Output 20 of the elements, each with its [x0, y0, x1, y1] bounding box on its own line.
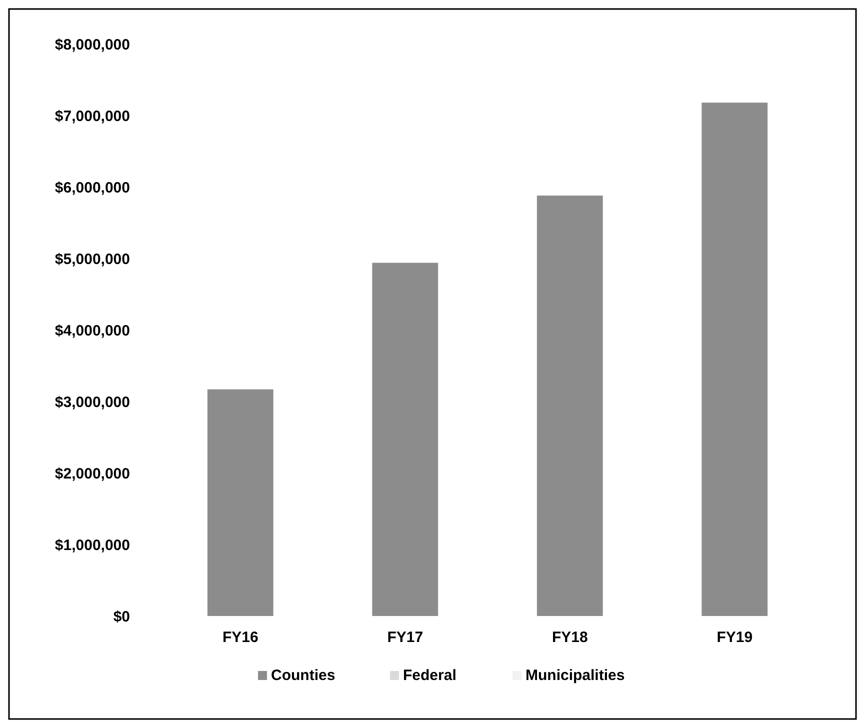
y-tick-label: $6,000,000 — [54, 179, 130, 196]
legend-label: Federal — [403, 667, 456, 684]
x-tick-label: FY16 — [222, 629, 258, 646]
x-tick-label: FY19 — [716, 629, 753, 646]
y-tick-label: $4,000,000 — [54, 322, 130, 340]
bar — [207, 389, 274, 616]
x-tick-label: FY17 — [387, 629, 424, 646]
y-tick-label: $1,000,000 — [54, 536, 130, 554]
bar — [702, 102, 768, 616]
legend-label: Municipalities — [526, 667, 625, 684]
y-tick-label: $7,000,000 — [54, 108, 130, 125]
bar — [372, 262, 438, 616]
x-tick-label: FY18 — [552, 629, 588, 646]
legend-label: Counties — [271, 667, 336, 684]
y-tick-label: $8,000,000 — [54, 36, 130, 54]
y-tick-label: $5,000,000 — [54, 250, 130, 268]
y-tick-label: $2,000,000 — [54, 465, 130, 482]
bar — [536, 196, 603, 616]
y-tick-label: $3,000,000 — [54, 394, 130, 411]
y-tick-label: $0 — [113, 608, 130, 626]
